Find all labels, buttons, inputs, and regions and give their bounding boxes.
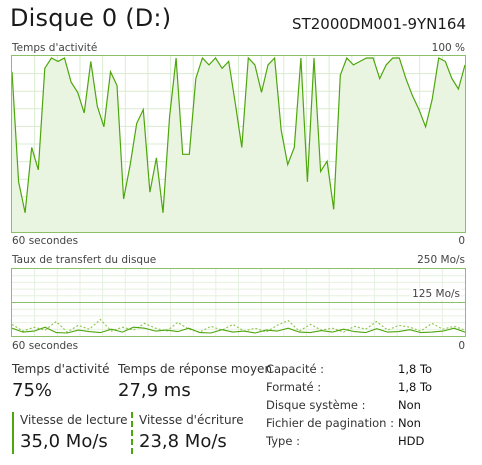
activity-line (12, 56, 465, 213)
activity-chart-time: 60 secondes (12, 235, 79, 247)
type-label: Type : (266, 434, 300, 448)
activity-graph (12, 56, 465, 232)
transfer-graph (12, 269, 465, 336)
capacity-label: Capacité : (266, 362, 325, 376)
disk-title: Disque 0 (D:) (10, 4, 172, 32)
activity-area (12, 58, 465, 232)
activity-stat-label: Temps d'activité (12, 362, 110, 376)
activity-stat-value: 75% (12, 380, 53, 401)
activity-chart-min: 0 (458, 235, 465, 247)
transfer-chart-time: 60 secondes (12, 340, 79, 352)
read-speed-indicator (12, 412, 14, 454)
response-stat-label: Temps de réponse moyen (118, 362, 273, 376)
transfer-chart-label: Taux de transfert du disque (12, 254, 157, 266)
transfer-chart: 125 Mo/s (11, 268, 466, 337)
activity-chart-label: Temps d'activité (12, 42, 98, 54)
page-file-label: Fichier de pagination : (266, 416, 395, 430)
read-speed-line (12, 326, 465, 334)
activity-chart-max: 100 % (431, 42, 465, 54)
read-speed-value: 35,0 Mo/s (20, 431, 108, 452)
write-speed-value: 23,8 Mo/s (139, 431, 227, 452)
formatted-value: 1,8 To (398, 380, 433, 394)
type-value: HDD (398, 434, 425, 448)
transfer-chart-min: 0 (458, 340, 465, 352)
transfer-chart-mid: 125 Mo/s (411, 288, 461, 300)
system-disk-label: Disque système : (266, 398, 366, 412)
disk-model: ST2000DM001-9YN164 (292, 15, 466, 33)
system-disk-value: Non (398, 398, 421, 412)
activity-chart (11, 55, 466, 233)
write-speed-line (12, 318, 465, 333)
formatted-label: Formaté : (266, 380, 322, 394)
read-speed-label: Vitesse de lecture (20, 413, 128, 427)
write-speed-label: Vitesse d'écriture (139, 413, 244, 427)
transfer-chart-max: 250 Mo/s (417, 254, 465, 266)
response-stat-value: 27,9 ms (118, 380, 191, 401)
capacity-value: 1,8 To (398, 362, 433, 376)
page-file-value: Non (398, 416, 421, 430)
write-speed-indicator (131, 412, 133, 454)
